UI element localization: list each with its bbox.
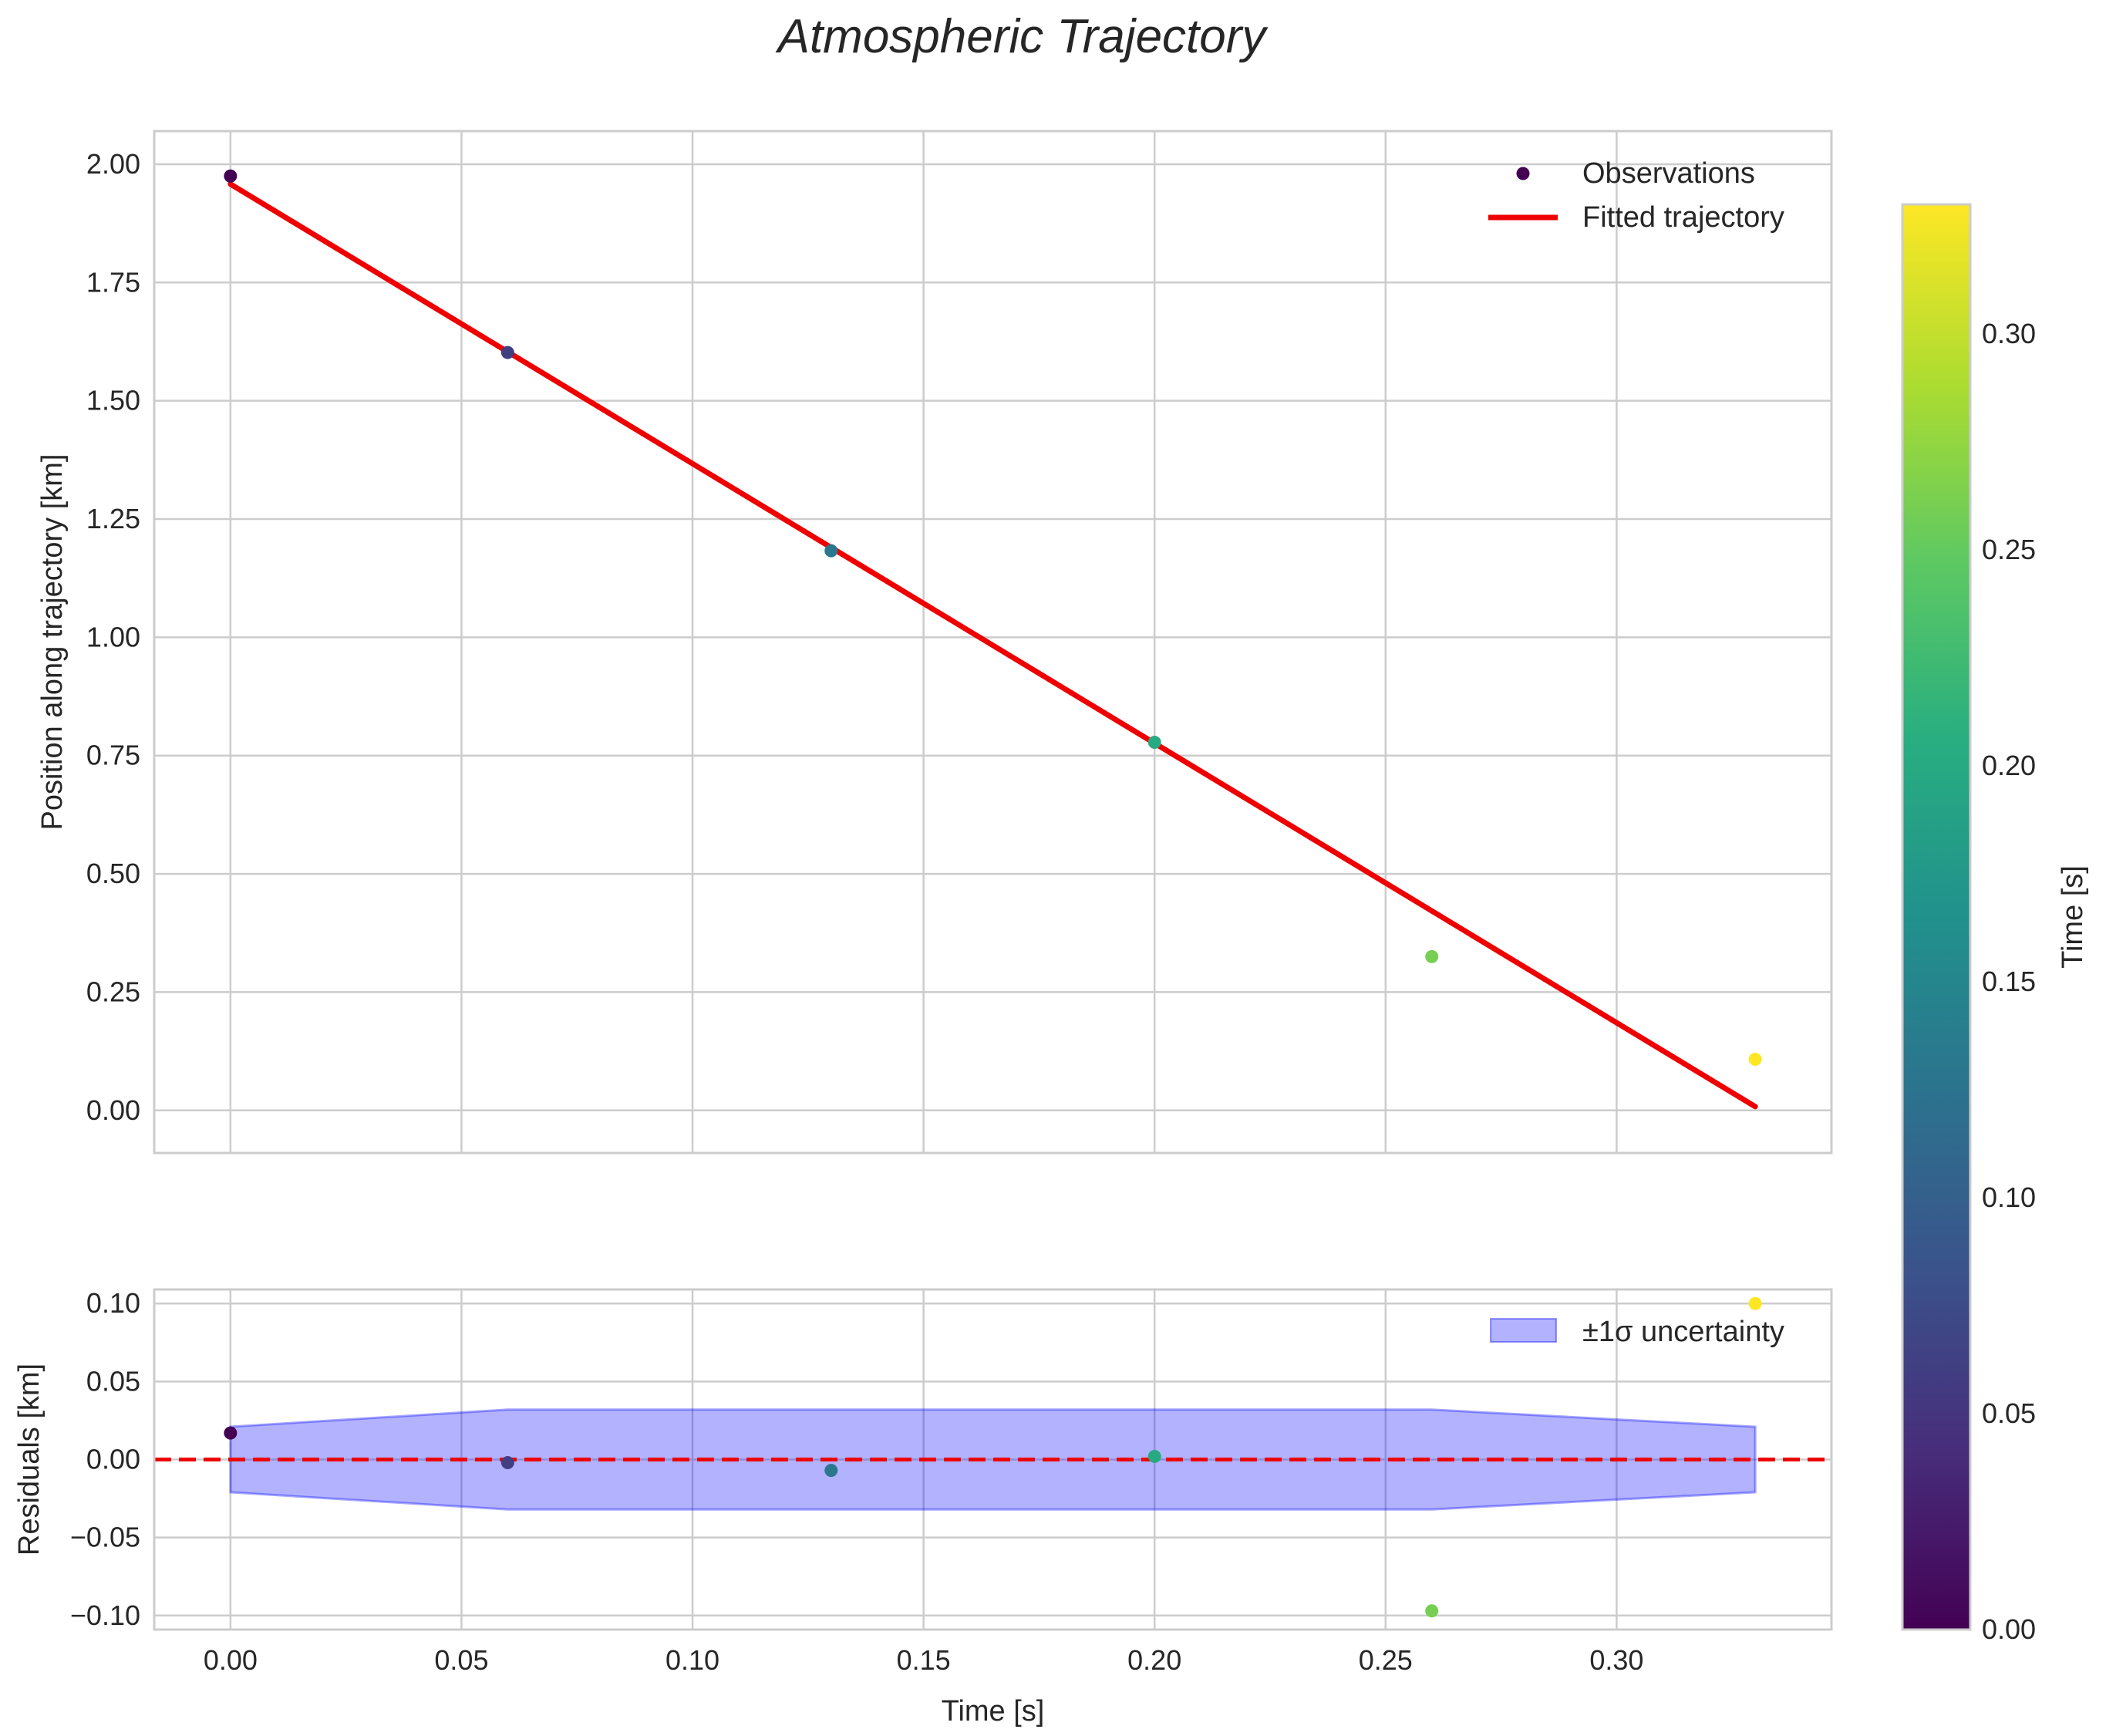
colorbar-tick-label: 0.30 <box>1982 318 2036 349</box>
y-tick-label: −0.10 <box>70 1599 140 1631</box>
colorbar-tick-label: 0.05 <box>1982 1397 2036 1429</box>
legend-fit-label: Fitted trajectory <box>1582 201 1784 234</box>
observation-point <box>1748 1053 1762 1067</box>
y-tick-label: 1.00 <box>86 621 140 652</box>
colorbar-tick-label: 0.25 <box>1982 534 2036 565</box>
x-tick-label: 0.15 <box>897 1644 951 1676</box>
colorbar: 0.00 0.05 0.10 0.15 0.20 0.25 0.30 Time [s] <box>1901 203 2089 1645</box>
residual-point <box>1748 1296 1762 1310</box>
y-tick-label: 1.25 <box>86 503 140 534</box>
residual-point <box>824 1464 838 1478</box>
y-tick-label: 0.25 <box>86 976 140 1007</box>
x-tick-label: 0.20 <box>1127 1644 1181 1676</box>
y-axis-label: Position along trajectory [km] <box>36 454 69 831</box>
legend-observations-label: Observations <box>1582 157 1755 190</box>
residual-point <box>224 1426 238 1440</box>
y-axis-label: Residuals [km] <box>13 1364 45 1556</box>
observation-point <box>1425 949 1439 963</box>
observation-point <box>1147 736 1161 750</box>
observation-point <box>824 544 838 558</box>
y-tick-label: 2.00 <box>86 148 140 180</box>
x-tick-label: 0.25 <box>1359 1644 1413 1676</box>
y-tick-label: 0.50 <box>86 858 140 889</box>
y-tick-label: 0.75 <box>86 740 140 771</box>
x-tick-label: 0.05 <box>434 1644 488 1676</box>
y-tick-label: 0.05 <box>86 1365 140 1397</box>
legend-observations-marker <box>1516 167 1530 180</box>
x-tick-label: 0.30 <box>1589 1644 1643 1676</box>
top-panel-frame <box>153 130 1833 1155</box>
fitted-trajectory-line <box>227 181 1758 1110</box>
chart-title: Atmospheric Trajectory <box>775 10 1269 63</box>
bottom-panel-frame <box>153 1288 1833 1631</box>
x-tick-label: 0.10 <box>665 1644 719 1676</box>
y-tick-label: 0.00 <box>86 1444 140 1475</box>
y-tick-label: 1.50 <box>86 385 140 416</box>
bottom-panel: −0.10 −0.05 0.00 0.05 0.10 0.00 0.05 0.10 0.15 0.… <box>13 1287 1833 1728</box>
colorbar-label: Time [s] <box>2057 865 2089 969</box>
y-tick-label: 1.75 <box>86 266 140 298</box>
y-tick-label: 0.10 <box>86 1287 140 1319</box>
colorbar-tick-label: 0.00 <box>1982 1613 2036 1645</box>
legend-band-label: ±1σ uncertainty <box>1582 1316 1784 1348</box>
uncertainty-band <box>229 1408 1757 1511</box>
residual-point <box>1425 1604 1439 1618</box>
y-tick-label: −0.05 <box>70 1522 140 1553</box>
residual-point <box>500 1456 514 1470</box>
colorbar-tick-label: 0.20 <box>1982 750 2036 781</box>
x-tick-label: 0.00 <box>204 1644 258 1676</box>
x-axis-label: Time [s] <box>942 1695 1045 1728</box>
observation-point <box>224 169 238 183</box>
colorbar-gradient <box>1901 203 1972 1631</box>
top-panel: 0.00 0.25 0.50 0.75 1.00 1.25 1.50 1.75 2.00 Posi… <box>36 130 1833 1155</box>
colorbar-tick-label: 0.15 <box>1982 966 2036 997</box>
residual-point <box>1147 1449 1161 1463</box>
legend-band-swatch <box>1490 1318 1557 1343</box>
y-tick-label: 0.00 <box>86 1094 140 1126</box>
observation-point <box>500 346 514 359</box>
colorbar-tick-label: 0.10 <box>1982 1181 2036 1213</box>
